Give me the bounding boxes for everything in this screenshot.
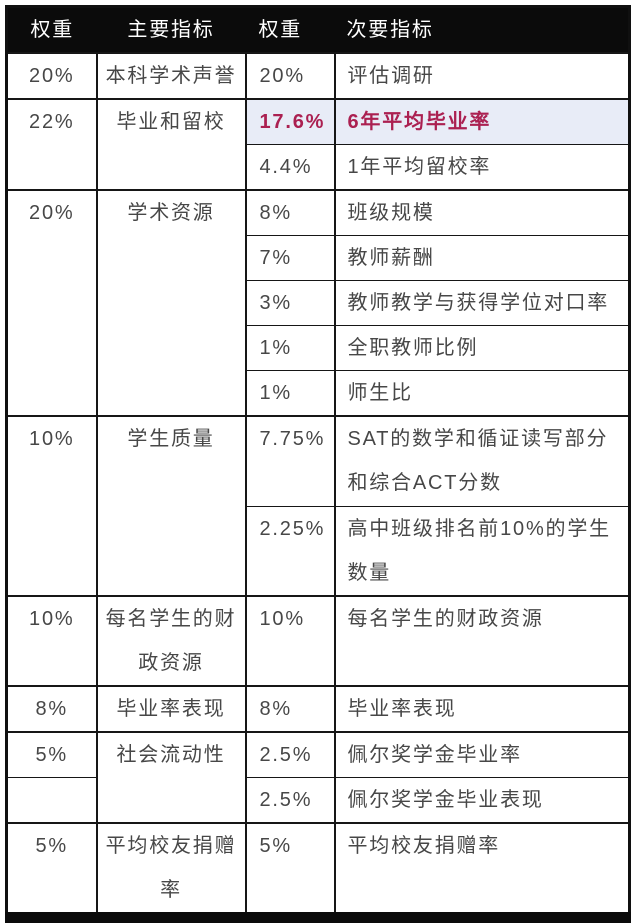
primary-indicator-cell: 学生质量 — [95, 415, 247, 597]
secondary-indicator-cell: SAT的数学和循证读写部分和综合ACT分数 — [333, 415, 631, 507]
sub-weight-cell: 8% — [244, 685, 336, 733]
secondary-indicator-cell: 评估调研 — [333, 52, 631, 100]
table-row: 3% 教师教学与获得学位对口率 — [7, 280, 631, 326]
sub-weight-cell: 5% — [244, 822, 336, 918]
weight-cell: 10% — [5, 415, 98, 597]
weight-cell: 5% — [5, 731, 98, 778]
primary-indicator-cell: 社会流动性 — [95, 731, 247, 824]
header-secondary-indicator: 次要指标 — [346, 19, 434, 41]
secondary-indicator-cell: 每名学生的财政资源 — [333, 595, 631, 687]
primary-indicator-cell: 本科学术声誉 — [95, 52, 247, 100]
sub-weight-cell: 7.75% — [244, 415, 336, 507]
ranking-weights-table: 权重 主要指标 权重 次要指标 20% 本科学术声誉 20% 评估调研 22% … — [5, 5, 631, 923]
table-row: 20% 学术资源 8% 班级规模 — [5, 189, 631, 417]
secondary-indicator-cell: 佩尔奖学金毕业表现 — [333, 777, 631, 824]
secondary-indicator-cell: 全职教师比例 — [333, 325, 631, 371]
table-row: 2.25% 高中班级排名前10%的学生数量 — [7, 505, 631, 597]
table-row: 10% 学生质量 7.75% SAT的数学和循证读写部分和综合ACT分数 — [5, 415, 631, 597]
table-row: 8% 毕业率表现 8% 毕业率表现 — [5, 685, 631, 733]
table-row: 1% 全职教师比例 — [7, 325, 631, 371]
sub-weight-cell: 10% — [244, 595, 336, 687]
primary-indicator-cell: 每名学生的财政资源 — [95, 595, 247, 687]
header-weight-primary: 权重 — [30, 19, 75, 41]
primary-indicator-cell: 毕业率表现 — [95, 685, 247, 733]
sub-weight-cell: 1% — [244, 370, 336, 417]
table-row-highlighted: 22% 毕业和留校 17.6% 6年平均毕业率 — [5, 98, 631, 191]
sub-weight-cell: 4.4% — [244, 144, 336, 191]
secondary-indicator-cell: 教师薪酬 — [333, 235, 631, 281]
weight-cell: 10% — [5, 595, 98, 687]
secondary-indicator-cell: 师生比 — [333, 370, 631, 417]
primary-indicator-cell: 毕业和留校 — [95, 98, 247, 191]
sub-weight-cell: 3% — [244, 280, 336, 326]
primary-indicator-cell: 学术资源 — [95, 189, 247, 417]
secondary-indicator-cell: 佩尔奖学金毕业率 — [333, 731, 631, 778]
sub-weight-cell: 2.5% — [244, 731, 336, 778]
table-row: 4.4% 1年平均留校率 — [7, 144, 631, 191]
sub-weight-cell: 1% — [244, 325, 336, 371]
table-row: 5% 社会流动性 2.5% 佩尔奖学金毕业率 — [5, 731, 631, 824]
sub-weight-cell: 20% — [244, 52, 336, 100]
weight-cell: 20% — [5, 52, 98, 100]
table-row: 1% 师生比 — [7, 370, 631, 417]
sub-weight-cell: 2.5% — [244, 777, 336, 824]
table-row: 5% 平均校友捐赠率 5% 平均校友捐赠率 — [5, 822, 631, 918]
secondary-indicator-cell: 高中班级排名前10%的学生数量 — [333, 505, 631, 597]
weight-cell: 5% — [5, 822, 98, 918]
secondary-indicator-cell: 1年平均留校率 — [333, 144, 631, 191]
header-primary-indicator: 主要指标 — [127, 19, 215, 41]
sub-weight-cell-highlighted: 17.6% — [244, 98, 336, 145]
table-row: 10% 每名学生的财政资源 10% 每名学生的财政资源 — [5, 595, 631, 687]
secondary-indicator-cell: 教师教学与获得学位对口率 — [333, 280, 631, 326]
sub-weight-cell: 2.25% — [244, 505, 336, 597]
secondary-indicator-cell: 班级规模 — [333, 189, 631, 236]
header-row: 权重 主要指标 权重 次要指标 — [6, 6, 630, 53]
table-row: 7% 教师薪酬 — [7, 235, 631, 281]
weight-cell: 20% — [5, 189, 98, 417]
weight-cell: 8% — [5, 685, 98, 733]
sub-weight-cell: 8% — [244, 189, 336, 236]
weight-cell: 22% — [5, 98, 98, 191]
secondary-indicator-cell: 平均校友捐赠率 — [333, 822, 631, 918]
table-row: 20% 本科学术声誉 20% 评估调研 — [5, 52, 631, 100]
secondary-indicator-cell-highlighted: 6年平均毕业率 — [333, 98, 631, 145]
primary-indicator-cell: 平均校友捐赠率 — [95, 822, 247, 918]
header-weight-secondary: 权重 — [258, 19, 303, 41]
sub-weight-cell: 7% — [244, 235, 336, 281]
secondary-indicator-cell: 毕业率表现 — [333, 685, 631, 733]
weight-cell-empty — [5, 777, 98, 824]
